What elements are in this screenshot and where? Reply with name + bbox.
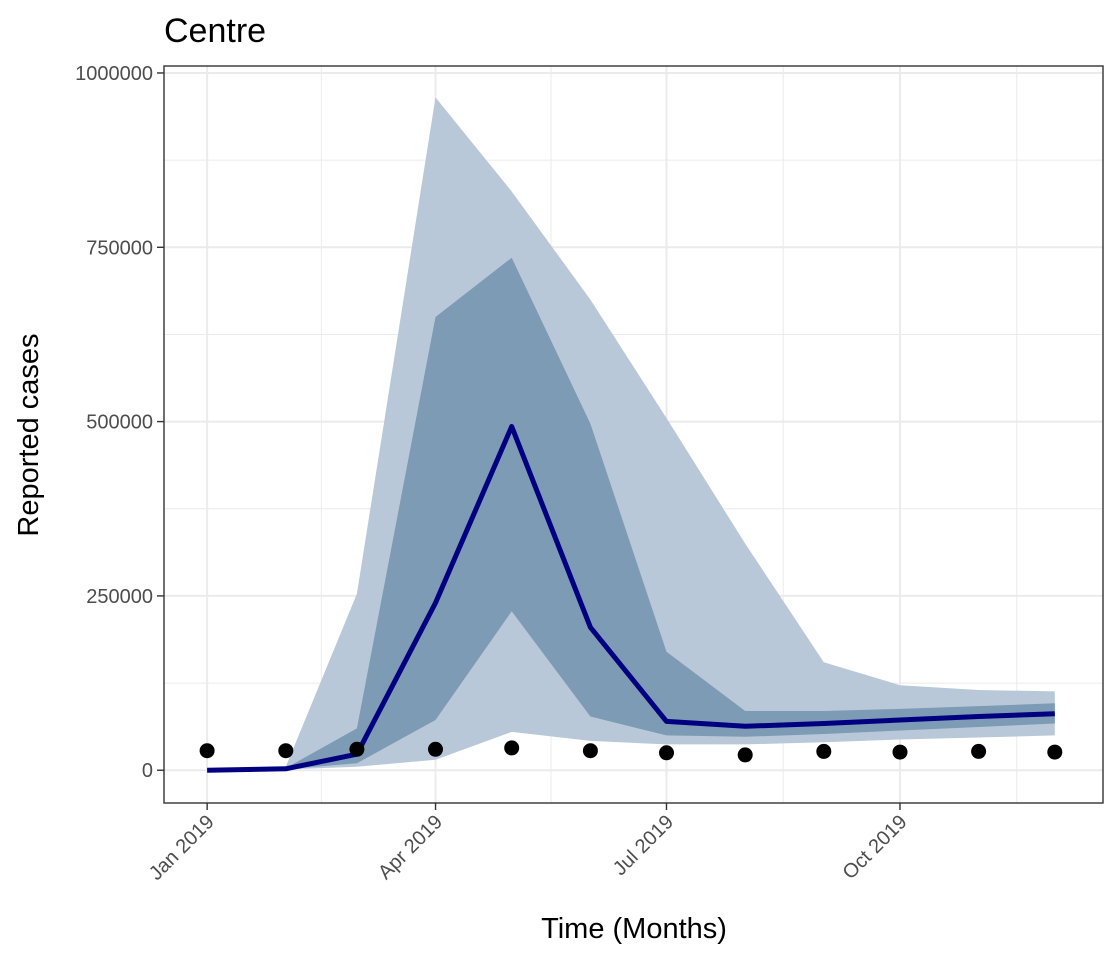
observed-point (199, 743, 215, 759)
median-line (207, 424, 1055, 773)
observed-point (349, 741, 365, 757)
x-axis-title: Time (Months) (541, 913, 727, 945)
observed-point (428, 741, 443, 757)
observed-point (1047, 744, 1063, 760)
observed-point (971, 743, 987, 759)
credible-interval-band (207, 257, 1055, 771)
x-tick-label: Jan 2019 (145, 811, 219, 885)
y-tick-label: 0 (142, 760, 153, 782)
panel-border (163, 65, 1104, 804)
y-tick-label: 250000 (86, 586, 153, 608)
observed-point (816, 743, 832, 759)
x-tick-label: Oct 2019 (839, 811, 912, 884)
chart-title: Centre (164, 12, 266, 50)
observed-point (278, 743, 294, 759)
x-axis: Jan 2019 Apr 2019 Jul 2019 Oct 2019 (145, 803, 912, 885)
observed-point (892, 744, 908, 760)
y-tick-label: 1000000 (75, 63, 153, 85)
y-axis-title: Reported cases (13, 333, 45, 536)
y-tick-label: 750000 (86, 237, 153, 259)
grid-major (164, 66, 1103, 803)
observed-point (582, 743, 598, 759)
x-tick-label: Apr 2019 (374, 811, 447, 884)
observed-point (504, 740, 520, 756)
y-tick-label: 500000 (86, 412, 153, 434)
y-axis: 0 250000 500000 750000 1000000 (75, 63, 164, 782)
series-layer (199, 97, 1063, 773)
observed-point (737, 747, 753, 763)
observed-point (659, 745, 674, 761)
x-tick-label: Jul 2019 (609, 811, 678, 880)
